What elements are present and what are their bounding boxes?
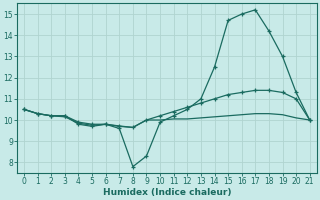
X-axis label: Humidex (Indice chaleur): Humidex (Indice chaleur) xyxy=(103,188,231,197)
